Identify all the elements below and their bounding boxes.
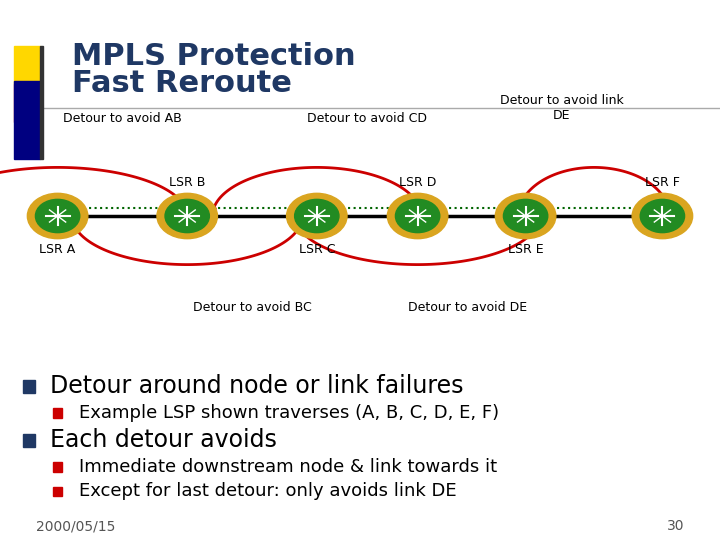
Text: Immediate downstream node & link towards it: Immediate downstream node & link towards… — [79, 458, 498, 476]
Text: Example LSP shown traverses (A, B, C, D, E, F): Example LSP shown traverses (A, B, C, D,… — [79, 404, 500, 422]
Text: LSR B: LSR B — [169, 176, 205, 189]
Circle shape — [294, 199, 339, 233]
Text: Detour to avoid BC: Detour to avoid BC — [193, 301, 311, 314]
Bar — [14, 81, 40, 159]
Circle shape — [35, 199, 80, 233]
Bar — [14, 84, 40, 122]
Text: 2000/05/15: 2000/05/15 — [36, 519, 115, 534]
Circle shape — [640, 199, 685, 233]
Bar — [53, 462, 62, 472]
Circle shape — [395, 199, 440, 233]
Text: Except for last detour: only avoids link DE: Except for last detour: only avoids link… — [79, 482, 456, 501]
Circle shape — [632, 193, 693, 239]
Circle shape — [157, 193, 217, 239]
Bar — [23, 380, 35, 393]
Text: Detour to avoid DE: Detour to avoid DE — [408, 301, 528, 314]
Circle shape — [495, 193, 556, 239]
Text: Fast Reroute: Fast Reroute — [72, 69, 292, 98]
Text: Each detour avoids: Each detour avoids — [50, 428, 277, 452]
Circle shape — [27, 193, 88, 239]
Circle shape — [503, 199, 548, 233]
Circle shape — [165, 199, 210, 233]
Bar — [14, 46, 40, 84]
Text: MPLS Protection: MPLS Protection — [72, 42, 356, 71]
Text: Detour to avoid link
DE: Detour to avoid link DE — [500, 94, 624, 122]
Text: LSR E: LSR E — [508, 243, 544, 256]
Circle shape — [387, 193, 448, 239]
Bar — [53, 408, 62, 418]
Text: LSR A: LSR A — [40, 243, 76, 256]
Text: Detour around node or link failures: Detour around node or link failures — [50, 374, 464, 398]
Bar — [53, 487, 62, 496]
Text: Detour to avoid AB: Detour to avoid AB — [63, 112, 181, 125]
Text: LSR D: LSR D — [399, 176, 436, 189]
Text: LSR C: LSR C — [299, 243, 335, 256]
Text: Detour to avoid CD: Detour to avoid CD — [307, 112, 427, 125]
Circle shape — [287, 193, 347, 239]
Text: LSR F: LSR F — [645, 176, 680, 189]
Bar — [40, 46, 43, 159]
Text: 30: 30 — [667, 519, 684, 534]
Bar — [23, 434, 35, 447]
